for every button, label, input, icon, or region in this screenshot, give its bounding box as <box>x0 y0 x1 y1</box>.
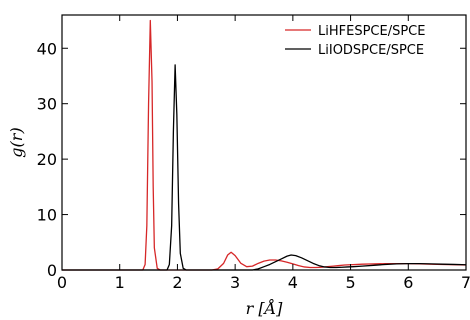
x-tick-label: 6 <box>403 273 413 292</box>
series-line-2 <box>62 64 467 271</box>
y-tick-label: 40 <box>37 39 57 58</box>
legend: LiHFESPCE/SPCE LiIODSPCE/SPCE <box>285 24 425 58</box>
y-tick-label: 20 <box>37 150 57 169</box>
series-layer <box>62 19 467 271</box>
y-tick-label: 30 <box>37 95 57 114</box>
x-tick-label: 0 <box>57 273 67 292</box>
plot-frame <box>61 14 467 271</box>
x-tick-label: 5 <box>345 273 355 292</box>
legend-label: LiHFESPCE/SPCE <box>318 24 425 39</box>
x-tick-label: 1 <box>115 273 125 292</box>
x-tick-label: 7 <box>461 273 470 292</box>
ticks-layer: 0 1 2 3 4 5 6 7 0 10 20 30 40 <box>37 15 470 292</box>
series-line-1 <box>62 19 467 271</box>
x-tick-label: 3 <box>230 273 240 292</box>
legend-label: LiIODSPCE/SPCE <box>318 43 424 58</box>
y-tick-label: 0 <box>47 261 57 280</box>
x-tick-label: 2 <box>172 273 182 292</box>
x-axis-label: r [Å] <box>246 298 284 318</box>
y-axis-label: g(r) <box>7 127 26 157</box>
y-tick-label: 10 <box>37 206 57 225</box>
x-tick-label: 4 <box>288 273 298 292</box>
